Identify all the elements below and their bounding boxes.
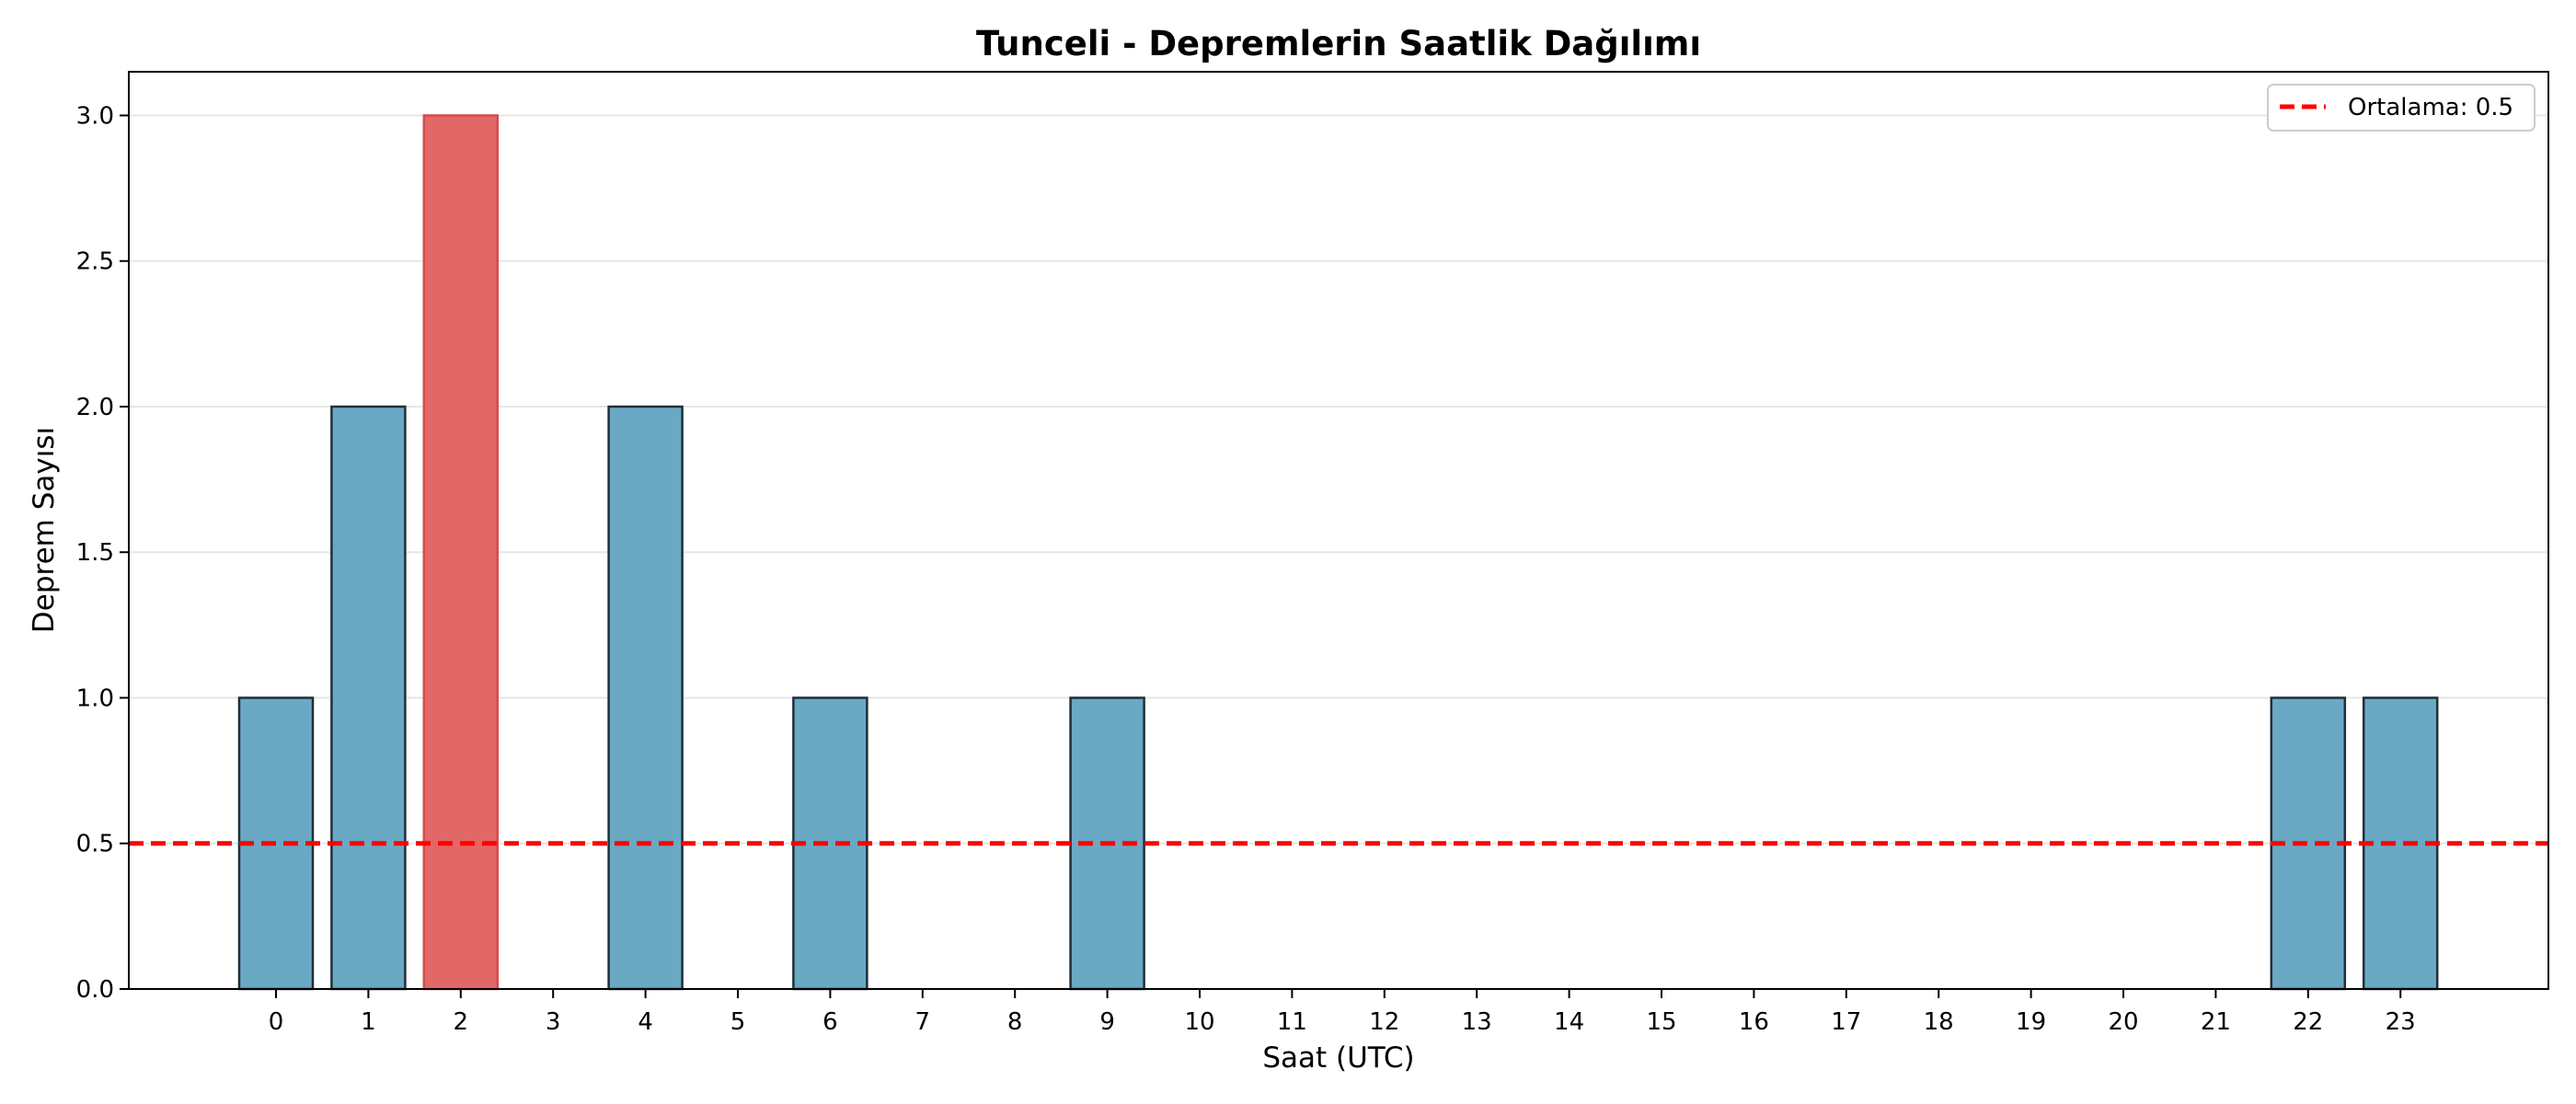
y-tick-label: 3.0 [76, 102, 114, 130]
plot-frame [128, 71, 2549, 990]
y-tick-label: 1.5 [76, 539, 114, 567]
x-tick-label: 4 [638, 1008, 653, 1036]
x-tick-label: 19 [2016, 1008, 2046, 1036]
x-tick-label: 21 [2201, 1008, 2231, 1036]
x-tick-label: 14 [1554, 1008, 1584, 1036]
x-tick-label: 20 [2108, 1008, 2138, 1036]
x-tick-label: 18 [1924, 1008, 1954, 1036]
x-tick-label: 1 [361, 1008, 376, 1036]
x-tick-label: 2 [454, 1008, 469, 1036]
chart-title: Tunceli - Depremlerin Saatlik Dağılımı [976, 24, 1701, 63]
x-ticks: 0 1 2 3 4 5 6 7 8 9 10 11 12 13 14 15 16 17 18 19 20 21 22 23 [269, 989, 2416, 1036]
x-tick-label: 10 [1184, 1008, 1214, 1036]
x-tick-label: 15 [1646, 1008, 1676, 1036]
x-tick-label: 6 [822, 1008, 838, 1036]
bar-highlight [422, 114, 500, 991]
x-tick-label: 7 [915, 1008, 931, 1036]
bar [330, 405, 407, 991]
y-tick-label: 1.0 [76, 684, 114, 712]
bar [607, 405, 684, 991]
x-tick-label: 0 [269, 1008, 284, 1036]
x-tick-label: 16 [1739, 1008, 1769, 1036]
legend-mean-label: Ortalama: 0.5 [2348, 94, 2513, 121]
x-axis-label: Saat (UTC) [1262, 1041, 1414, 1075]
x-tick-label: 23 [2386, 1008, 2416, 1036]
y-tick-label: 2.0 [76, 394, 114, 421]
x-tick-label: 9 [1099, 1008, 1115, 1036]
x-tick-label: 11 [1277, 1008, 1307, 1036]
legend: Ortalama: 0.5 [2267, 84, 2536, 132]
x-tick-label: 13 [1462, 1008, 1492, 1036]
y-tick-label: 2.5 [76, 248, 114, 276]
x-tick-label: 12 [1369, 1008, 1399, 1036]
x-tick-label: 5 [730, 1008, 746, 1036]
y-tick-label: 0.0 [76, 976, 114, 1004]
x-tick-label: 17 [1831, 1008, 1861, 1036]
legend-box [2267, 84, 2536, 132]
x-tick-label: 3 [546, 1008, 561, 1036]
x-tick-label: 22 [2293, 1008, 2323, 1036]
x-tick-label: 8 [1007, 1008, 1023, 1036]
y-axis-label: Deprem Sayısı [28, 427, 61, 633]
y-tick-label: 0.5 [76, 831, 114, 858]
y-ticks: 0.0 0.5 1.0 1.5 2.0 2.5 3.0 [76, 102, 129, 1004]
